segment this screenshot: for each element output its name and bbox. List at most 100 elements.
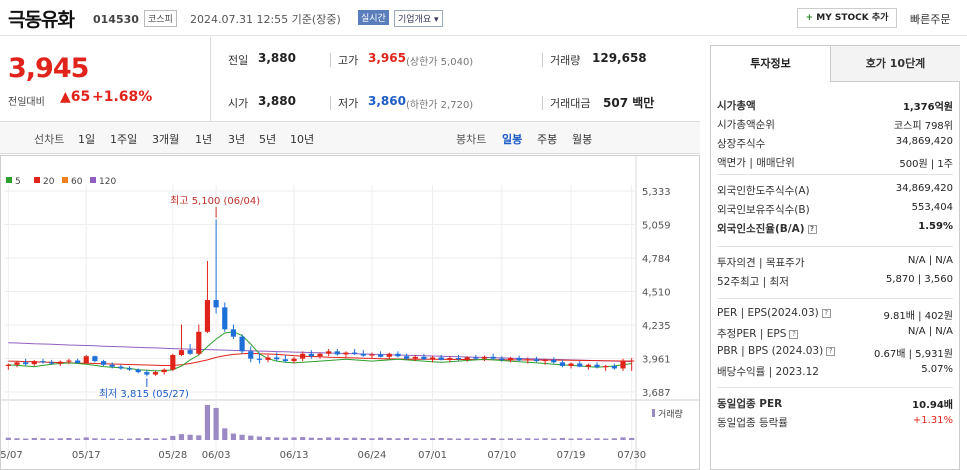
- high-label: 고가: [338, 54, 359, 67]
- volume-bar: [559, 437, 566, 440]
- volume-bar: [40, 438, 46, 440]
- candle-body: [14, 362, 20, 365]
- low-value: 3,860: [368, 94, 406, 108]
- info-help-icon[interactable]: ?: [826, 346, 836, 356]
- volume-bar: [178, 434, 185, 440]
- info-help-icon[interactable]: ?: [789, 329, 799, 339]
- candle-daily[interactable]: 일봉: [502, 133, 523, 146]
- period-1w[interactable]: 1주일: [110, 133, 138, 146]
- candle-body: [5, 364, 11, 366]
- info-label: 투자의견 | 목표주가: [717, 257, 805, 269]
- candle-body: [378, 354, 384, 357]
- volume-bar: [481, 438, 488, 440]
- volume-bar: [577, 438, 583, 440]
- volume-bar: [92, 438, 98, 440]
- x-tick-label: 06/24: [358, 450, 387, 461]
- add-mystock-label: MY STOCK 추가: [816, 13, 889, 23]
- info-row: 외국인보유주식수(B) 553,404: [717, 202, 953, 219]
- divider: [717, 174, 953, 175]
- info-row: 외국인한도주식수(A) 34,869,420: [717, 183, 953, 200]
- period-1y[interactable]: 1년: [195, 133, 213, 146]
- info-value: +1.31%: [912, 415, 953, 426]
- y-tick-label: 3,687: [642, 388, 671, 399]
- realtime-badge[interactable]: 실시간: [358, 10, 389, 25]
- info-row: 동일업종 등락률 +1.31%: [717, 415, 953, 432]
- price-chart[interactable]: 5 20 60 120 5,333 5,059 4,784 4,510 4,235 3,961 3,…: [0, 155, 700, 470]
- info-row: 외국인소진율(B/A)? 1.59%: [717, 221, 953, 238]
- candle-body: [343, 352, 349, 355]
- x-tick-label: 05/28: [158, 450, 187, 461]
- volume-bar: [525, 438, 531, 440]
- candle-monthly[interactable]: 월봉: [572, 133, 593, 146]
- tab-invest-info[interactable]: 투자정보: [711, 46, 831, 82]
- volume-bar: [83, 437, 89, 440]
- legend-label: 20: [43, 177, 55, 187]
- candle-body: [126, 368, 133, 370]
- info-row: 시가총액 1,376억원: [717, 98, 953, 115]
- info-value: 1,376억원: [902, 102, 953, 113]
- x-tick-label: 06/03: [202, 450, 231, 461]
- lower-limit: (하한가 2,720): [406, 100, 474, 111]
- quick-order-link[interactable]: 빠른주문: [910, 13, 951, 26]
- period-3y[interactable]: 3년: [228, 133, 246, 146]
- info-value: 5,870 | 3,560: [886, 274, 953, 285]
- x-tick-label: 05/07: [0, 450, 23, 461]
- candle-body: [455, 358, 462, 360]
- period-5y[interactable]: 5년: [259, 133, 277, 146]
- volume-bar: [568, 438, 574, 440]
- candle-body: [178, 350, 185, 355]
- info-value: 34,869,420: [895, 136, 953, 147]
- period-10y[interactable]: 10년: [290, 133, 315, 146]
- chevron-down-icon: ▾: [434, 15, 439, 25]
- divider: [210, 37, 211, 122]
- candle-body: [230, 329, 237, 337]
- stock-name: 극동유화: [8, 9, 75, 31]
- candle-body: [429, 357, 436, 360]
- volume-bar: [464, 438, 470, 440]
- period-1d[interactable]: 1일: [78, 133, 96, 146]
- candle-body: [213, 300, 219, 308]
- x-tick-label: 07/19: [557, 450, 586, 461]
- add-mystock-button[interactable]: + MY STOCK 추가: [797, 8, 897, 28]
- candle-body: [326, 351, 332, 354]
- y-tick-label: 5,059: [642, 220, 671, 231]
- volume-bar: [343, 437, 349, 440]
- info-value: 5.07%: [921, 364, 953, 375]
- volume-bar: [429, 438, 436, 440]
- candle-body: [507, 358, 514, 360]
- info-help-icon[interactable]: ?: [821, 308, 831, 318]
- candle-body: [481, 356, 488, 359]
- info-value: 1.59%: [918, 221, 953, 232]
- volume-bar: [274, 437, 280, 440]
- price-summary: 3,945 전일대비 ▲65 +1.68%: [0, 37, 700, 122]
- info-label: 동일업종 등락률: [717, 417, 788, 429]
- x-tick-label: 06/13: [280, 450, 309, 461]
- amount-value: 507 백만: [603, 96, 655, 110]
- volume-bar: [23, 438, 29, 440]
- stock-header: 극동유화 014530 코스피 2024.07.31 12:55 기준(장중) …: [0, 0, 967, 36]
- volume-bar: [352, 437, 358, 440]
- volume-bar: [230, 433, 237, 440]
- company-info-dropdown[interactable]: 기업개요 ▾: [394, 10, 443, 27]
- volume-bar: [490, 437, 496, 440]
- info-label: 추정PER | EPS?: [717, 326, 799, 341]
- divider: [542, 53, 543, 67]
- volume-bar: [152, 438, 159, 440]
- volume-bar: [265, 437, 271, 440]
- tab-hoga[interactable]: 호가 10단계: [831, 46, 960, 82]
- candle-chart-label: 봉차트: [456, 133, 487, 146]
- volume-bar: [49, 438, 55, 440]
- chart-frame: [0, 155, 700, 470]
- info-value: 코스피 798위: [893, 121, 953, 132]
- candle-body: [152, 372, 159, 375]
- volume-bar: [118, 438, 124, 440]
- candle-body: [74, 360, 81, 363]
- legend-swatch: [90, 177, 96, 183]
- candle-body: [629, 360, 635, 362]
- prev-close-label: 전일: [228, 54, 249, 67]
- volume-bar: [378, 437, 384, 440]
- candle-weekly[interactable]: 주봉: [537, 133, 558, 146]
- info-help-icon[interactable]: ?: [807, 224, 817, 234]
- period-3m[interactable]: 3개월: [152, 133, 180, 146]
- volume-bar: [412, 438, 418, 440]
